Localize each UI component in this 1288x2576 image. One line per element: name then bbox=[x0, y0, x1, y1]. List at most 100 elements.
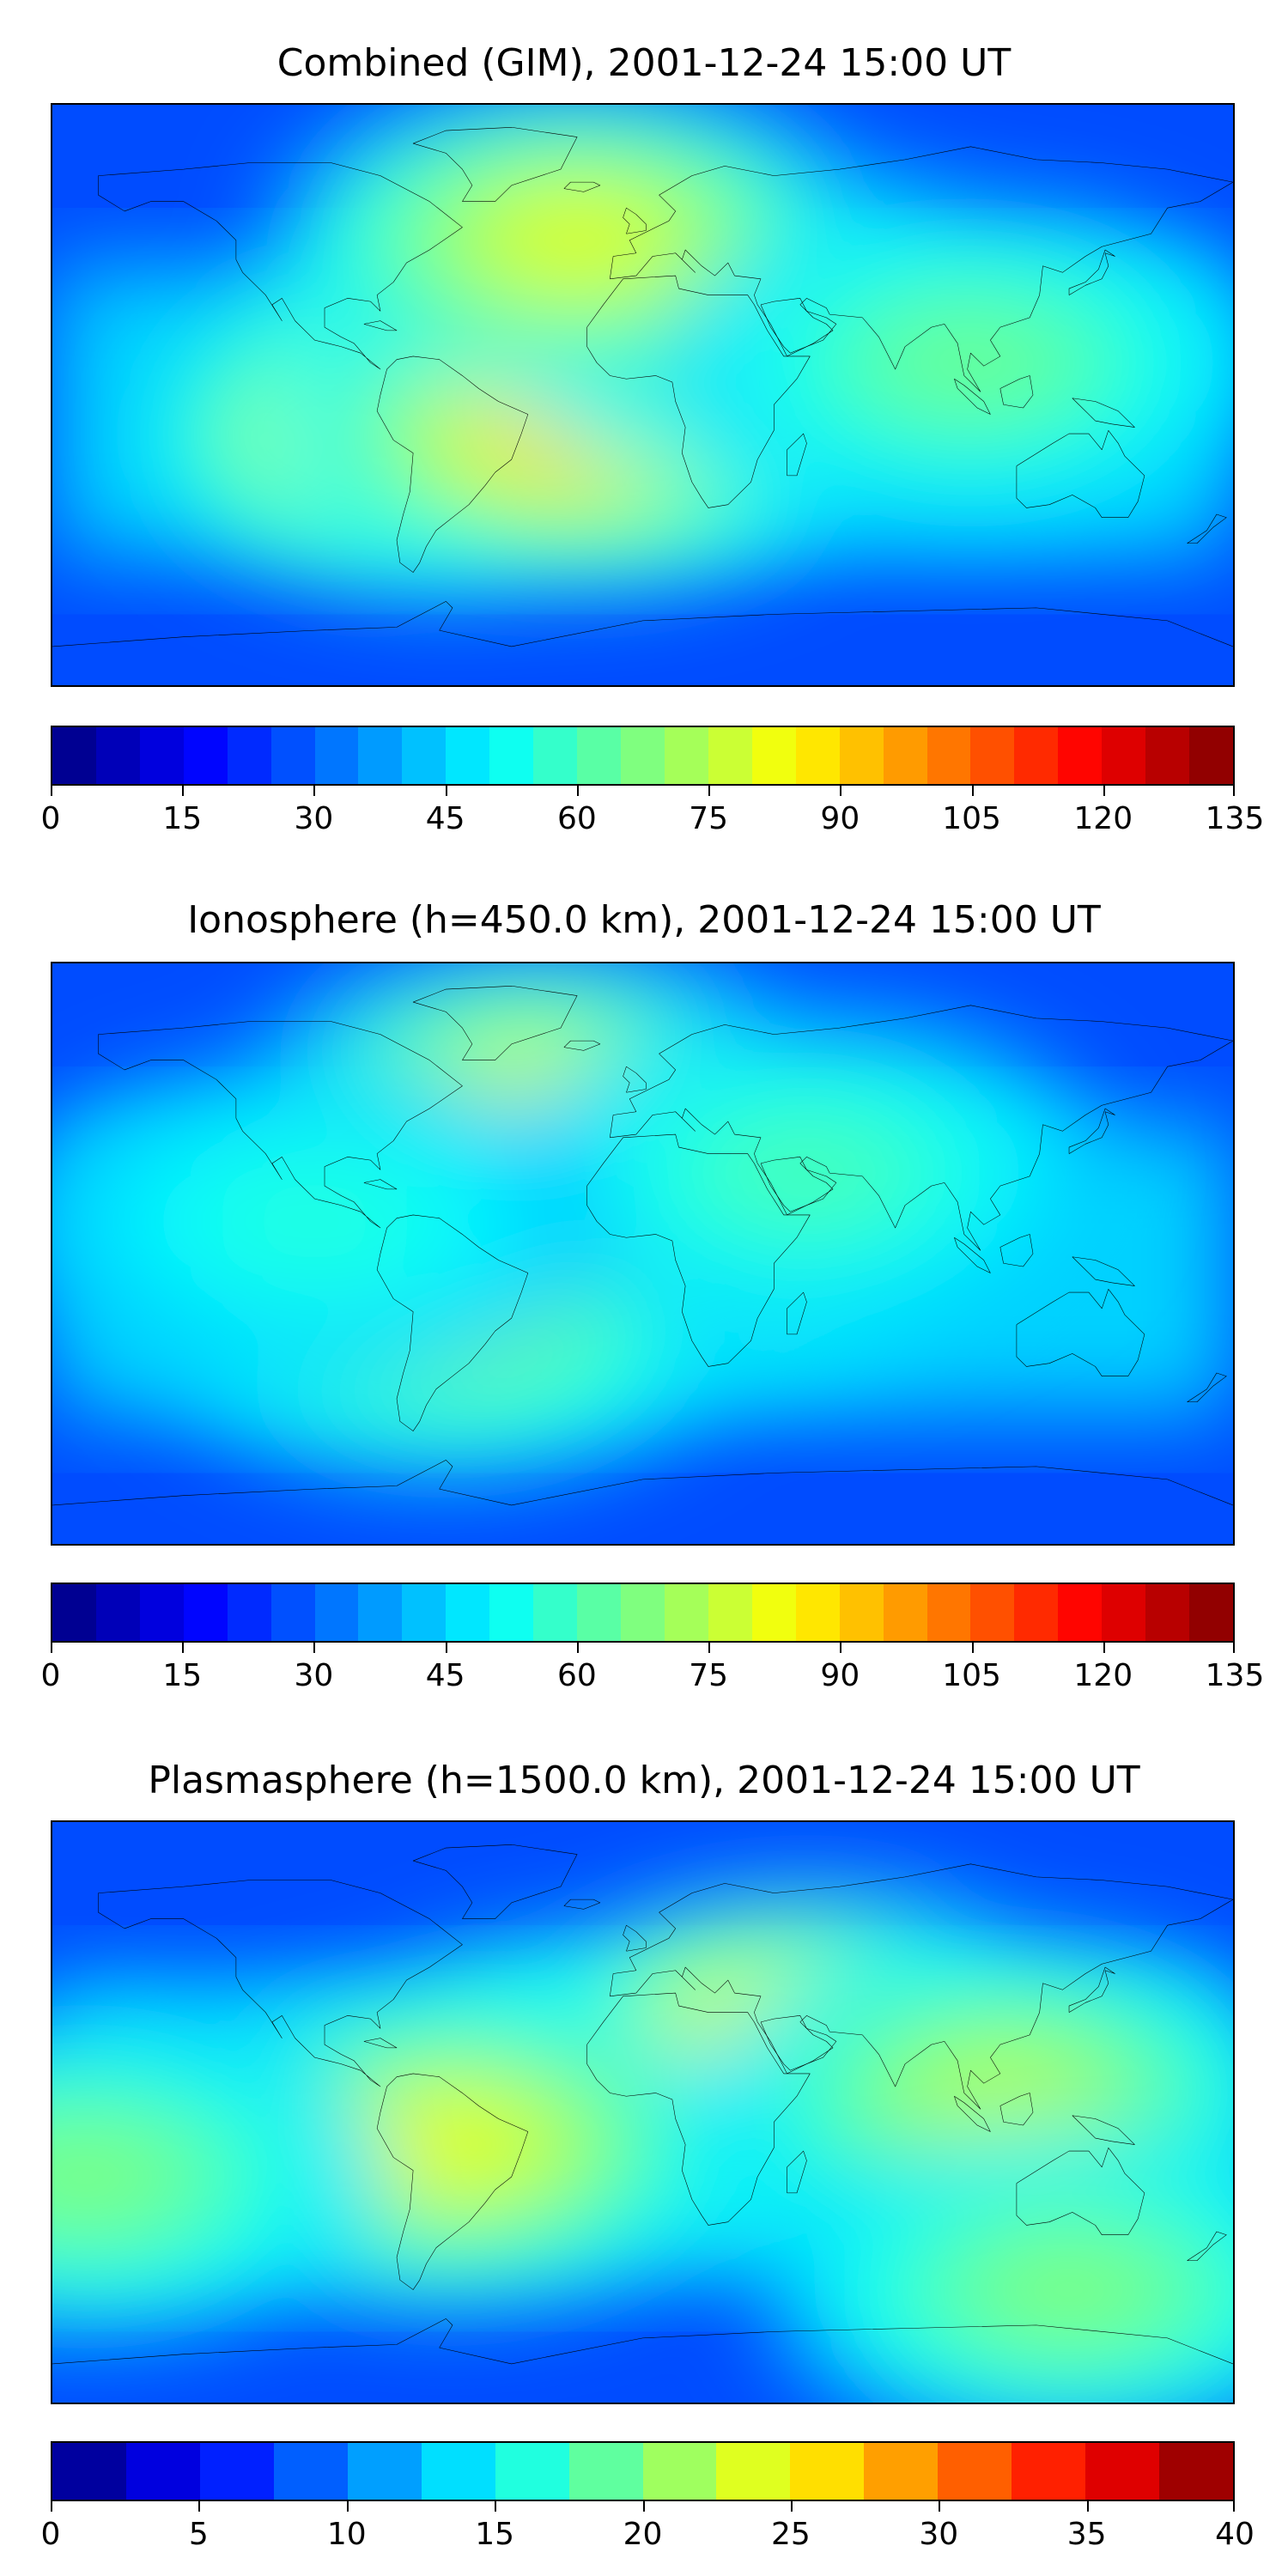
field-blob-6-ring-4 bbox=[972, 2239, 1166, 2341]
field-blob-6-ring-4 bbox=[480, 189, 674, 291]
colorbar-level-14 bbox=[1085, 2443, 1160, 2500]
colorbar-level-2 bbox=[200, 2443, 275, 2500]
colorbar-level-11 bbox=[864, 2443, 939, 2500]
colorbar-level-20 bbox=[927, 727, 971, 784]
coastline-newGuinea bbox=[1072, 1257, 1135, 1286]
colorbar-level-0 bbox=[52, 727, 97, 784]
coastline-eurasia bbox=[610, 1864, 1233, 2109]
colorbar-level-16 bbox=[752, 727, 797, 784]
colorbar-tick bbox=[1103, 784, 1105, 796]
colorbar-tick bbox=[939, 2500, 941, 2512]
coastline-arabia bbox=[761, 2015, 836, 2070]
coastline-southAmerica bbox=[377, 356, 528, 573]
panel-1-map-svg bbox=[52, 105, 1233, 685]
coastline-newGuinea bbox=[1072, 398, 1135, 428]
colorbar-tick-label: 15 bbox=[162, 801, 203, 836]
colorbar-level-1 bbox=[96, 1584, 141, 1641]
coastline-cuba bbox=[364, 1180, 397, 1189]
colorbar-level-9 bbox=[716, 2443, 791, 2500]
colorbar-level-15 bbox=[708, 727, 753, 784]
colorbar-tick bbox=[1103, 1641, 1105, 1653]
coastline-eurasia bbox=[610, 1005, 1233, 1250]
colorbar-level-2 bbox=[140, 1584, 185, 1641]
colorbar-tick-label: 105 bbox=[942, 801, 1001, 836]
coastline-uk bbox=[623, 208, 647, 234]
colorbar-level-11 bbox=[533, 727, 578, 784]
coastline-japan bbox=[1069, 1967, 1115, 2013]
colorbar-level-5 bbox=[271, 727, 316, 784]
coastline-greenland bbox=[413, 986, 577, 1060]
colorbar-tick bbox=[51, 1641, 52, 1653]
colorbar-level-7 bbox=[358, 727, 403, 784]
colorbar-tick-label: 90 bbox=[820, 801, 860, 836]
panel-1-colorbar-svg bbox=[52, 727, 1233, 784]
coastline-cuba bbox=[364, 2038, 397, 2048]
colorbar-tick-label: 45 bbox=[425, 1658, 465, 1693]
coastline-newZealand bbox=[1188, 2232, 1227, 2261]
colorbar-level-4 bbox=[348, 2443, 422, 2500]
colorbar-level-10 bbox=[489, 727, 534, 784]
colorbar-level-5 bbox=[422, 2443, 496, 2500]
colorbar-level-12 bbox=[938, 2443, 1012, 2500]
colorbar-level-1 bbox=[126, 2443, 201, 2500]
colorbar-level-10 bbox=[790, 2443, 865, 2500]
colorbar-level-6 bbox=[315, 1584, 359, 1641]
coastline-japan bbox=[1069, 1109, 1115, 1154]
field-blob-5-ring-4 bbox=[52, 2125, 182, 2228]
colorbar-tick bbox=[971, 784, 974, 796]
field-blob-4-ring-4 bbox=[907, 2045, 1100, 2148]
coastline-uk bbox=[623, 1066, 647, 1092]
coastline-antarctica bbox=[52, 601, 1233, 647]
coastline-iceland bbox=[564, 1899, 600, 1909]
colorbar-tick bbox=[1086, 2500, 1089, 2512]
panel-2-map-svg bbox=[52, 963, 1233, 1544]
colorbar-level-23 bbox=[1058, 727, 1103, 784]
colorbar-tick-label: 135 bbox=[1205, 1658, 1265, 1693]
colorbar-tick bbox=[313, 784, 316, 796]
panel-2-title: Ionosphere (h=450.0 km), 2001-12-24 15:0… bbox=[187, 898, 1101, 942]
colorbar-level-17 bbox=[796, 727, 841, 784]
colorbar-tick bbox=[1233, 2500, 1235, 2512]
colorbar-tick-label: 105 bbox=[942, 1658, 1001, 1693]
colorbar-tick bbox=[840, 784, 842, 796]
colorbar-tick-label: 120 bbox=[1073, 1658, 1133, 1693]
colorbar-level-26 bbox=[1189, 1584, 1233, 1641]
coastline-uk bbox=[623, 1925, 647, 1951]
colorbar-tick-label: 25 bbox=[770, 2517, 811, 2552]
coastline-madagascar bbox=[787, 1292, 807, 1334]
colorbar-level-18 bbox=[840, 727, 884, 784]
coastline-arabia bbox=[761, 298, 836, 353]
colorbar-level-12 bbox=[577, 1584, 622, 1641]
coastline-newZealand bbox=[1188, 514, 1227, 544]
colorbar-level-9 bbox=[446, 727, 490, 784]
coastline-newZealand bbox=[1188, 1373, 1227, 1402]
coastlines bbox=[52, 986, 1233, 1505]
colorbar-level-25 bbox=[1145, 727, 1190, 784]
colorbar-tick bbox=[445, 1641, 447, 1653]
colorbar-level-15 bbox=[1159, 2443, 1233, 2500]
colorbar-tick bbox=[1233, 784, 1235, 796]
coastline-madagascar bbox=[787, 434, 807, 476]
coastline-borneo bbox=[1000, 2093, 1033, 2125]
panel-1-title: Combined (GIM), 2001-12-24 15:00 UT bbox=[276, 41, 1012, 85]
colorbar-tick-label: 45 bbox=[425, 801, 465, 836]
coastline-borneo bbox=[1000, 375, 1033, 408]
colorbar-tick bbox=[708, 1641, 711, 1653]
colorbar-tick bbox=[495, 2500, 497, 2512]
panel-3-map bbox=[51, 1820, 1235, 2404]
colorbar-level-3 bbox=[274, 2443, 349, 2500]
colorbar-tick bbox=[840, 1641, 842, 1653]
colorbar-tick-label: 20 bbox=[623, 2517, 663, 2552]
colorbar-level-6 bbox=[495, 2443, 570, 2500]
colorbar-level-14 bbox=[665, 727, 709, 784]
colorbar-tick-label: 30 bbox=[294, 801, 334, 836]
colorbar-tick bbox=[346, 2500, 349, 2512]
panel-1-colorbar-ticks: 0 15 30 45 60 75 90 105 120 135 bbox=[41, 784, 1264, 836]
colorbar-level-8 bbox=[402, 1584, 447, 1641]
field-blob-7-ring-4 bbox=[874, 312, 1067, 414]
colorbar-tick bbox=[51, 2500, 52, 2512]
coastline-africa bbox=[587, 276, 811, 507]
coastline-antarctica bbox=[52, 2318, 1233, 2364]
colorbar-level-21 bbox=[970, 727, 1015, 784]
colorbar-level-3 bbox=[184, 727, 228, 784]
